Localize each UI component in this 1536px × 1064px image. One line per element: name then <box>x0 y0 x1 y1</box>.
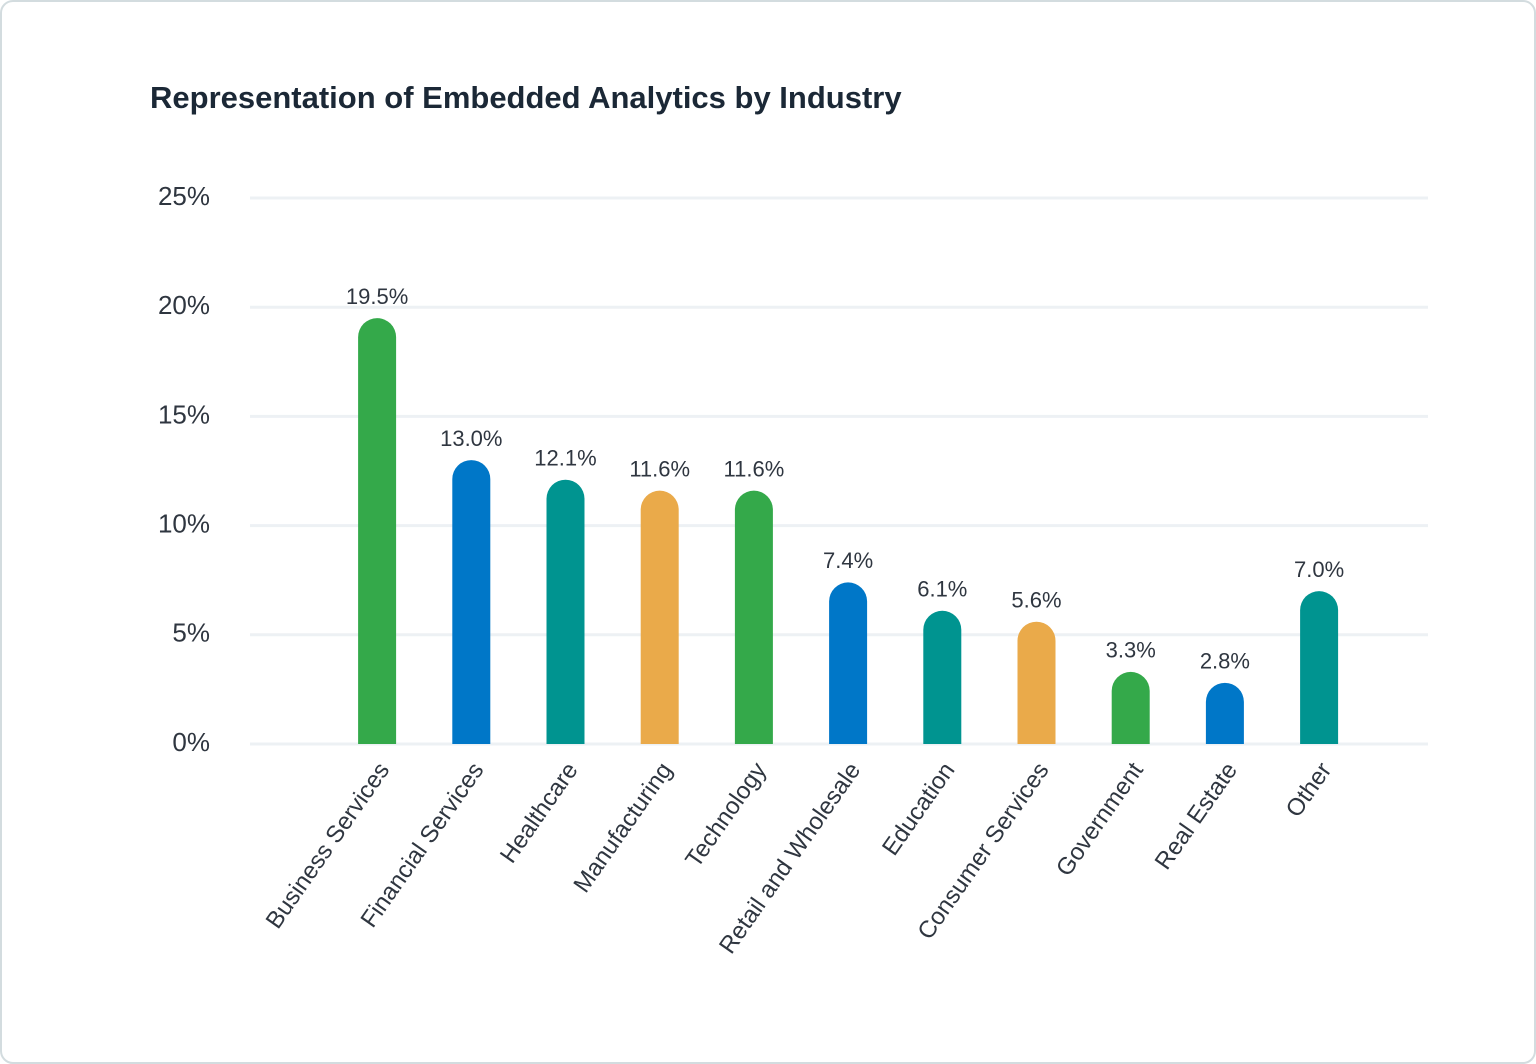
value-label: 11.6% <box>724 456 785 481</box>
y-tick-label: 20% <box>158 290 210 320</box>
bar <box>1300 591 1339 744</box>
value-label: 19.5% <box>346 284 408 309</box>
y-tick-label: 10% <box>158 508 210 538</box>
bar <box>452 460 491 744</box>
y-tick-label: 15% <box>158 399 210 429</box>
value-label: 12.1% <box>534 446 596 471</box>
value-label: 2.8% <box>1200 649 1250 674</box>
bar <box>1111 671 1150 744</box>
bar <box>358 318 397 744</box>
value-label: 7.4% <box>823 548 873 573</box>
bar <box>640 490 679 744</box>
value-label: 7.0% <box>1294 557 1344 582</box>
y-tick-label: 5% <box>172 618 210 648</box>
value-label: 6.1% <box>917 577 967 602</box>
bar <box>734 490 773 744</box>
value-label: 5.6% <box>1011 588 1061 613</box>
value-label: 13.0% <box>440 426 502 451</box>
value-label: 3.3% <box>1106 638 1156 663</box>
y-tick-label: 0% <box>172 727 210 757</box>
bar <box>546 479 585 744</box>
bar <box>829 582 868 744</box>
value-label: 11.6% <box>629 456 690 481</box>
chart-title: Representation of Embedded Analytics by … <box>150 80 902 115</box>
bar <box>1017 621 1056 744</box>
bar <box>1205 682 1244 744</box>
y-tick-label: 25% <box>158 181 210 211</box>
bar <box>923 610 962 744</box>
